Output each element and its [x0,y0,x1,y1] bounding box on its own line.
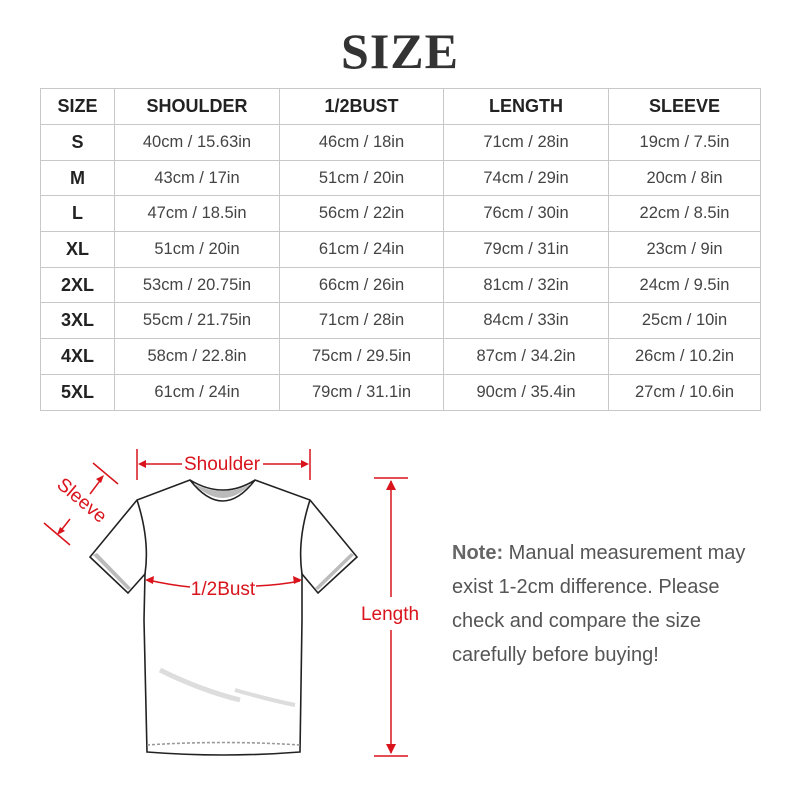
measurement-cell: 24cm / 9.5in [608,266,761,304]
size-table: SIZE SHOULDER 1/2BUST LENGTH SLEEVE S 40cm / … [40,88,761,411]
table-header-row: SIZE SHOULDER 1/2BUST LENGTH SLEEVE [40,88,761,125]
measurement-cell: 71cm / 28in [443,124,609,161]
size-cell: M [40,159,115,197]
measurement-cell: 90cm / 35.4in [443,373,609,411]
measurement-cell: 84cm / 33in [443,302,609,340]
measurement-cell: 43cm / 17in [114,159,280,197]
size-cell: L [40,195,115,233]
measurement-cell: 55cm / 21.75in [114,302,280,340]
column-header: SLEEVE [608,88,761,125]
note-label: Note: [452,542,504,564]
measurement-cell: 25cm / 10in [608,302,761,340]
table-row: M 43cm / 17in 51cm / 20in 74cm / 29in 20cm /… [40,159,761,197]
measurement-cell: 27cm / 10.6in [608,373,761,411]
measure-arrows [43,449,408,757]
measurement-cell: 61cm / 24in [114,373,280,411]
page-title: SIZE [341,23,459,79]
table-row: 2XL 53cm / 20.75in 66cm / 26in 81cm / 32in 2… [40,266,761,304]
column-header: SHOULDER [114,88,280,125]
measurement-cell: 71cm / 28in [279,302,444,340]
column-header: SIZE [40,88,115,125]
measurement-cell: 26cm / 10.2in [608,338,761,375]
shoulder-label: Shoulder [184,454,261,475]
measurement-cell: 53cm / 20.75in [114,266,280,304]
column-header: 1/2BUST [279,88,444,125]
size-cell: S [40,124,115,161]
measurement-cell: 87cm / 34.2in [443,338,609,375]
measurement-cell: 19cm / 7.5in [608,124,761,161]
measurement-cell: 76cm / 30in [443,195,609,233]
measurement-cell: 79cm / 31.1in [279,373,444,411]
measurement-cell: 23cm / 9in [608,231,761,268]
measurement-cell: 20cm / 8in [608,159,761,197]
table-row: 5XL 61cm / 24in 79cm / 31.1in 90cm / 35.4in… [40,373,761,411]
size-cell: 4XL [40,338,115,375]
measurement-cell: 22cm / 8.5in [608,195,761,233]
bust-label: 1/2Bust [191,579,256,600]
length-label: Length [361,604,419,625]
measurement-cell: 40cm / 15.63in [114,124,280,161]
measurement-cell: 51cm / 20in [279,159,444,197]
tshirt-illustration [88,479,359,756]
measurement-cell: 74cm / 29in [443,159,609,197]
table-row: S 40cm / 15.63in 46cm / 18in 71cm / 28in 19c… [40,124,761,161]
measurement-cell: 81cm / 32in [443,266,609,304]
size-cell: 3XL [40,302,115,340]
table-row: 3XL 55cm / 21.75in 71cm / 28in 84cm / 33in 2… [40,302,761,340]
measurement-note: Note: Manual measurement may exist 1-2cm… [452,536,772,672]
measurement-cell: 58cm / 22.8in [114,338,280,375]
measurement-cell: 47cm / 18.5in [114,195,280,233]
column-header: LENGTH [443,88,609,125]
table-row: L 47cm / 18.5in 56cm / 22in 76cm / 30in 22cm… [40,195,761,233]
measurement-cell: 51cm / 20in [114,231,280,268]
sleeve-label: Sleeve [53,474,111,527]
table-row: XL 51cm / 20in 61cm / 24in 79cm / 31in 23cm … [40,231,761,268]
note-text: Manual measurement may exist 1-2cm diffe… [452,542,746,666]
